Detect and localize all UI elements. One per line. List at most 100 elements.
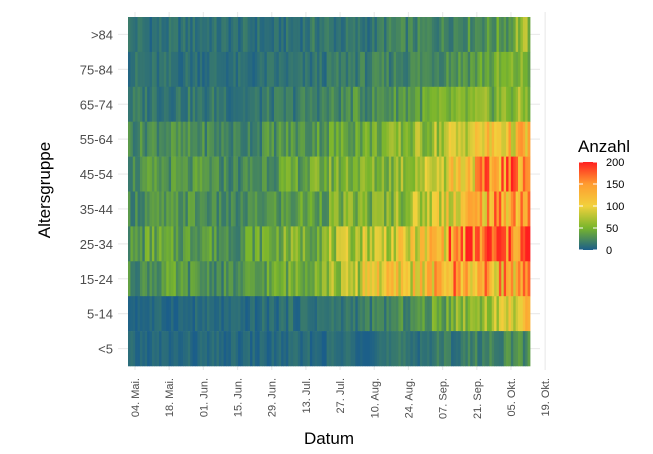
heatmap-cell [329, 296, 332, 332]
heatmap-cell [434, 191, 438, 227]
heatmap-cell [482, 156, 485, 192]
heatmap-cell [479, 296, 483, 332]
heatmap-cell [209, 51, 213, 88]
heatmap-cell [305, 226, 308, 262]
heatmap-cell [190, 121, 194, 157]
heatmap-cell [195, 226, 198, 262]
heatmap-cell [467, 86, 471, 122]
heatmap-cell [484, 296, 488, 332]
heatmap-cell [166, 296, 170, 332]
heatmap-cell [197, 296, 201, 332]
heatmap-cell [460, 331, 464, 367]
heatmap-cell [415, 17, 418, 53]
heatmap-cell [173, 191, 177, 227]
heatmap-cell [403, 17, 406, 53]
heatmap-cell [386, 121, 390, 157]
heatmap-cell [271, 296, 275, 332]
heatmap-cell [448, 191, 452, 227]
heatmap-cell [403, 121, 406, 157]
heatmap-cell [290, 296, 294, 332]
heatmap-cell [168, 296, 172, 332]
heatmap-cell [477, 86, 481, 122]
heatmap-cell [235, 17, 239, 53]
heatmap-cell [391, 331, 395, 367]
heatmap-cell [384, 121, 387, 157]
heatmap-cell [417, 226, 421, 262]
heatmap-cell [527, 261, 531, 297]
heatmap-cell [520, 121, 524, 157]
heatmap-cell [506, 226, 509, 262]
heatmap-cell [156, 226, 160, 262]
heatmap-cell [283, 226, 287, 262]
heatmap-cell [149, 156, 153, 192]
heatmap-cell [477, 51, 481, 88]
heatmap-cell [312, 296, 316, 332]
heatmap-cell [147, 156, 150, 192]
heatmap-cell [491, 121, 495, 157]
heatmap-cell [209, 156, 213, 192]
heatmap-cell [441, 226, 445, 262]
heatmap-cell [144, 261, 148, 297]
heatmap-cell [233, 156, 237, 192]
heatmap-cell [372, 296, 375, 332]
heatmap-cell [448, 51, 452, 88]
heatmap-cell [513, 226, 517, 262]
heatmap-cell [429, 156, 433, 192]
heatmap-cell [314, 296, 318, 332]
heatmap-cell [317, 86, 320, 122]
heatmap-cell [159, 156, 162, 192]
heatmap-cell [216, 226, 220, 262]
heatmap-cell [156, 331, 160, 367]
heatmap-cell [305, 86, 308, 122]
heatmap-cell [374, 331, 378, 367]
heatmap-cell [235, 331, 239, 367]
heatmap-cell [309, 86, 313, 122]
heatmap-cell [266, 156, 270, 192]
heatmap-cell [400, 156, 404, 192]
heatmap-cell [419, 121, 423, 157]
heatmap-cell [501, 191, 505, 227]
heatmap-cell [336, 296, 339, 332]
heatmap-cell [417, 86, 421, 122]
heatmap-cell [431, 51, 435, 88]
heatmap-cell [360, 261, 363, 297]
heatmap-cell [439, 331, 442, 367]
heatmap-cell [235, 191, 239, 227]
x-tick-label: 05. Okt. [506, 378, 518, 417]
heatmap-cell [166, 191, 170, 227]
heatmap-cell [197, 17, 201, 53]
heatmap-cell [278, 17, 282, 53]
heatmap-cell [515, 331, 519, 367]
heatmap-cell [407, 86, 411, 122]
heatmap-cell [501, 331, 505, 367]
heatmap-cell [463, 156, 466, 192]
heatmap-cell [281, 296, 284, 332]
heatmap-cell [379, 156, 383, 192]
heatmap-cell [235, 296, 239, 332]
heatmap-cell [345, 156, 349, 192]
heatmap-cell [242, 191, 246, 227]
heatmap-cell [171, 296, 174, 332]
y-tick-label: 25-34 [80, 237, 113, 252]
heatmap-cell [467, 17, 471, 53]
heatmap-cell [252, 331, 256, 367]
heatmap-cell [192, 296, 196, 332]
heatmap-cell [453, 51, 457, 88]
heatmap-cell [204, 86, 208, 122]
heatmap-cell [348, 156, 351, 192]
heatmap-cell [434, 261, 438, 297]
heatmap-cell [319, 86, 323, 122]
heatmap-cell [130, 331, 134, 367]
heatmap-cell [309, 331, 313, 367]
heatmap-cell [419, 191, 423, 227]
heatmap-cell [156, 191, 160, 227]
heatmap-cell [508, 331, 512, 367]
heatmap-cell [419, 17, 423, 53]
heatmap-cell [273, 17, 277, 53]
heatmap-cell [218, 191, 222, 227]
heatmap-cell [295, 17, 299, 53]
heatmap-cell [154, 17, 158, 53]
heatmap-cell [211, 331, 215, 367]
heatmap-cell [345, 121, 349, 157]
heatmap-cell [357, 17, 361, 53]
